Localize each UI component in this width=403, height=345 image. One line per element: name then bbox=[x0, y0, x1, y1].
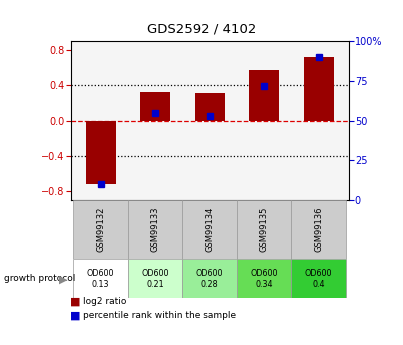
Bar bbox=[291, 200, 346, 259]
Bar bbox=[182, 200, 237, 259]
Bar bbox=[140, 92, 170, 121]
Text: OD600
0.21: OD600 0.21 bbox=[141, 268, 169, 289]
Text: OD600
0.13: OD600 0.13 bbox=[87, 268, 114, 289]
Text: GDS2592 / 4102: GDS2592 / 4102 bbox=[147, 22, 256, 36]
Bar bbox=[195, 92, 224, 121]
Text: OD600
0.28: OD600 0.28 bbox=[196, 268, 223, 289]
Bar bbox=[303, 57, 334, 121]
Text: OD600
0.4: OD600 0.4 bbox=[305, 268, 332, 289]
Bar bbox=[128, 200, 182, 259]
Text: ■: ■ bbox=[70, 297, 81, 307]
Bar bbox=[73, 259, 128, 298]
Bar bbox=[291, 259, 346, 298]
Bar bbox=[182, 259, 237, 298]
Text: GSM99132: GSM99132 bbox=[96, 207, 105, 252]
Bar bbox=[237, 259, 291, 298]
Text: log2 ratio: log2 ratio bbox=[83, 297, 126, 306]
Text: GSM99136: GSM99136 bbox=[314, 207, 323, 252]
Bar bbox=[73, 200, 128, 259]
Text: percentile rank within the sample: percentile rank within the sample bbox=[83, 311, 236, 320]
Text: GSM99133: GSM99133 bbox=[151, 207, 160, 252]
Bar bbox=[85, 121, 116, 184]
Text: ▶: ▶ bbox=[59, 275, 68, 285]
Text: growth protocol: growth protocol bbox=[4, 274, 75, 283]
Text: GSM99135: GSM99135 bbox=[260, 207, 268, 252]
Bar bbox=[249, 70, 279, 121]
Bar bbox=[237, 200, 291, 259]
Text: ■: ■ bbox=[70, 311, 81, 321]
Text: OD600
0.34: OD600 0.34 bbox=[250, 268, 278, 289]
Text: GSM99134: GSM99134 bbox=[205, 207, 214, 252]
Bar bbox=[128, 259, 182, 298]
